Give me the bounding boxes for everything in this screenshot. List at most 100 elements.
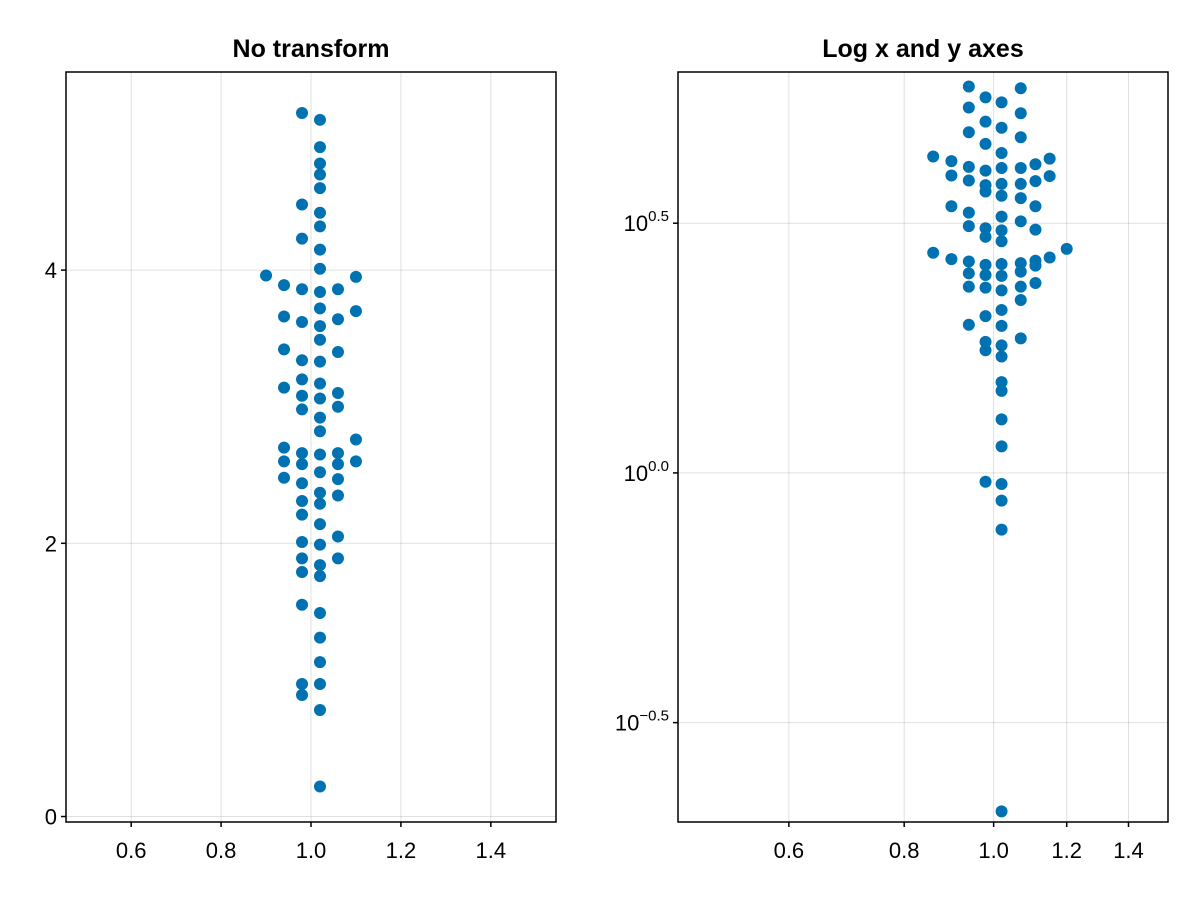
scatter-point xyxy=(313,285,326,298)
scatter-point xyxy=(962,318,975,331)
scatter-point xyxy=(313,377,326,390)
scatter-point xyxy=(979,115,992,128)
scatter-point xyxy=(313,392,326,405)
scatter-point xyxy=(296,678,309,691)
scatter-point xyxy=(296,403,309,416)
scatter-point xyxy=(313,703,326,716)
x-tick-label: 1.4 xyxy=(476,838,507,863)
scatter-point xyxy=(1014,131,1027,144)
scatter-point xyxy=(962,174,975,187)
scatter-point xyxy=(313,262,326,275)
scatter-point xyxy=(349,455,362,468)
scatter-point xyxy=(349,305,362,318)
y-tick-label: 100.5 xyxy=(624,208,669,236)
scatter-point xyxy=(1014,265,1027,278)
scatter-point xyxy=(296,598,309,611)
scatter-point xyxy=(962,160,975,173)
y-tick-label: 10−0.5 xyxy=(615,708,669,736)
scatter-point xyxy=(313,606,326,619)
scatter-point xyxy=(313,168,326,181)
scatter-point xyxy=(331,458,344,471)
scatter-point xyxy=(1043,152,1056,165)
scatter-point xyxy=(979,185,992,198)
scatter-point xyxy=(349,433,362,446)
scatter-point xyxy=(1014,215,1027,228)
scatter-point xyxy=(313,141,326,154)
scatter-point xyxy=(1029,175,1042,188)
y-tick-label: 2 xyxy=(45,531,57,556)
scatter-point xyxy=(927,150,940,163)
scatter-point xyxy=(1029,259,1042,272)
scatter-point xyxy=(349,270,362,283)
points-log-axes xyxy=(927,80,1073,818)
scatter-point xyxy=(995,121,1008,134)
scatter-point xyxy=(296,552,309,565)
y-tick-label: 0 xyxy=(45,805,57,830)
scatter-point xyxy=(313,559,326,572)
scatter-point xyxy=(927,246,940,259)
scatter-point xyxy=(313,302,326,315)
scatter-point xyxy=(1029,223,1042,236)
scatter-point xyxy=(313,425,326,438)
scatter-point xyxy=(995,269,1008,282)
scatter-point xyxy=(313,518,326,531)
points-no-transform xyxy=(260,106,362,793)
scatter-point xyxy=(979,344,992,357)
scatter-point xyxy=(313,206,326,219)
scatter-point xyxy=(296,688,309,701)
panel-log-axes: Log x and y axes 0.6 0.8 1.0 1.2 1.4 10−0.5 10… xyxy=(615,35,1169,863)
scatter-point xyxy=(995,235,1008,248)
scatter-point xyxy=(313,466,326,479)
scatter-point xyxy=(1014,192,1027,205)
scatter-point xyxy=(979,222,992,235)
scatter-point xyxy=(313,220,326,233)
scatter-point xyxy=(962,220,975,233)
scatter-point xyxy=(278,343,291,356)
scatter-point xyxy=(313,656,326,669)
scatter-point xyxy=(296,458,309,471)
scatter-point xyxy=(296,106,309,119)
scatter-point xyxy=(995,413,1008,426)
grid-no-transform xyxy=(66,72,556,822)
scatter-point xyxy=(296,508,309,521)
scatter-point xyxy=(1014,161,1027,174)
scatter-point xyxy=(331,447,344,460)
scatter-point xyxy=(1060,242,1073,255)
scatter-point xyxy=(296,535,309,548)
scatter-point xyxy=(945,155,958,168)
scatter-point xyxy=(962,255,975,268)
panel-title-no-transform: No transform xyxy=(233,35,390,63)
x-tick-label: 0.8 xyxy=(206,838,237,863)
scatter-point xyxy=(296,198,309,211)
scatter-point xyxy=(313,243,326,256)
scatter-point xyxy=(1029,277,1042,290)
x-tick-label: 0.6 xyxy=(116,838,147,863)
scatter-point xyxy=(1014,257,1027,270)
scatter-point xyxy=(331,400,344,413)
scatter-point xyxy=(331,387,344,400)
scatter-point xyxy=(995,384,1008,397)
scatter-point xyxy=(995,303,1008,316)
scatter-point xyxy=(1029,200,1042,213)
x-tick-label: 1.2 xyxy=(386,838,417,863)
scatter-point xyxy=(296,354,309,367)
scatter-point xyxy=(995,177,1008,190)
scatter-point xyxy=(313,157,326,170)
scatter-point xyxy=(313,355,326,368)
scatter-point xyxy=(1014,332,1027,345)
scatter-point xyxy=(260,269,273,282)
scatter-point xyxy=(962,126,975,139)
scatter-point xyxy=(995,96,1008,109)
grid-log-axes xyxy=(678,72,1168,822)
panel-no-transform: No transform 0.6 0.8 1.0 1.2 1.4 0 2 4 xyxy=(45,35,557,863)
scatter-point xyxy=(313,780,326,793)
scatter-point xyxy=(313,320,326,333)
scatter-point xyxy=(962,80,975,93)
scatter-point xyxy=(979,281,992,294)
scatter-point xyxy=(331,552,344,565)
scatter-point xyxy=(945,253,958,266)
scatter-point xyxy=(313,182,326,195)
scatter-point xyxy=(278,455,291,468)
scatter-point xyxy=(1014,177,1027,190)
